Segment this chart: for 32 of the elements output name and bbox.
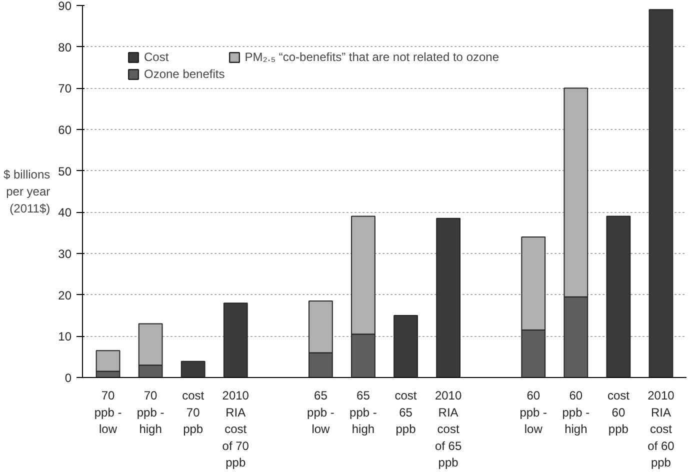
x-tick-label: 60 ppb - low — [520, 388, 548, 436]
x-tick-label: 2010 RIA cost of 65 ppb — [434, 388, 462, 470]
y-tick-label: 90 — [58, 0, 72, 13]
x-tick-label: 70 ppb - low — [94, 388, 122, 436]
x-tick-label: 2010 RIA cost of 70 ppb — [222, 388, 250, 470]
x-tick-label: 65 ppb - low — [307, 388, 334, 436]
y-tick-label: 40 — [58, 206, 72, 220]
y-tick-label: 70 — [58, 82, 72, 96]
bar — [180, 360, 206, 378]
x-tick-label: 65 ppb - high — [350, 388, 377, 436]
y-tick-label: 50 — [58, 164, 72, 178]
y-tick-label: 10 — [58, 330, 72, 344]
y-tick-label: 0 — [64, 371, 72, 385]
bar — [394, 315, 418, 378]
bar — [436, 218, 460, 378]
legend-label: PM₂.₅ “co-benefits” that are not related to ozone — [244, 50, 500, 64]
y-tick-label: 80 — [58, 40, 72, 54]
y-tick-label: 30 — [58, 247, 72, 261]
bar — [648, 9, 674, 378]
x-tick-label: cost 70 ppb — [182, 388, 205, 436]
bar — [223, 302, 248, 378]
x-tick-label: cost 60 ppb — [607, 388, 630, 436]
x-tick-label: 60 ppb - high — [562, 388, 590, 436]
y-tick-label: 20 — [58, 288, 72, 302]
legend-label: Cost — [144, 50, 169, 64]
y-tick-label: 60 — [58, 123, 72, 137]
x-tick-label: 2010 RIA cost of 60 ppb — [648, 388, 675, 470]
bar — [606, 216, 631, 378]
y-axis-title: $ billions per year (2011$) — [3, 168, 50, 216]
x-tick-label: 70 ppb - high — [136, 388, 164, 436]
legend-label: Ozone benefits — [144, 67, 225, 81]
x-tick-label: cost 65 ppb — [394, 388, 418, 436]
